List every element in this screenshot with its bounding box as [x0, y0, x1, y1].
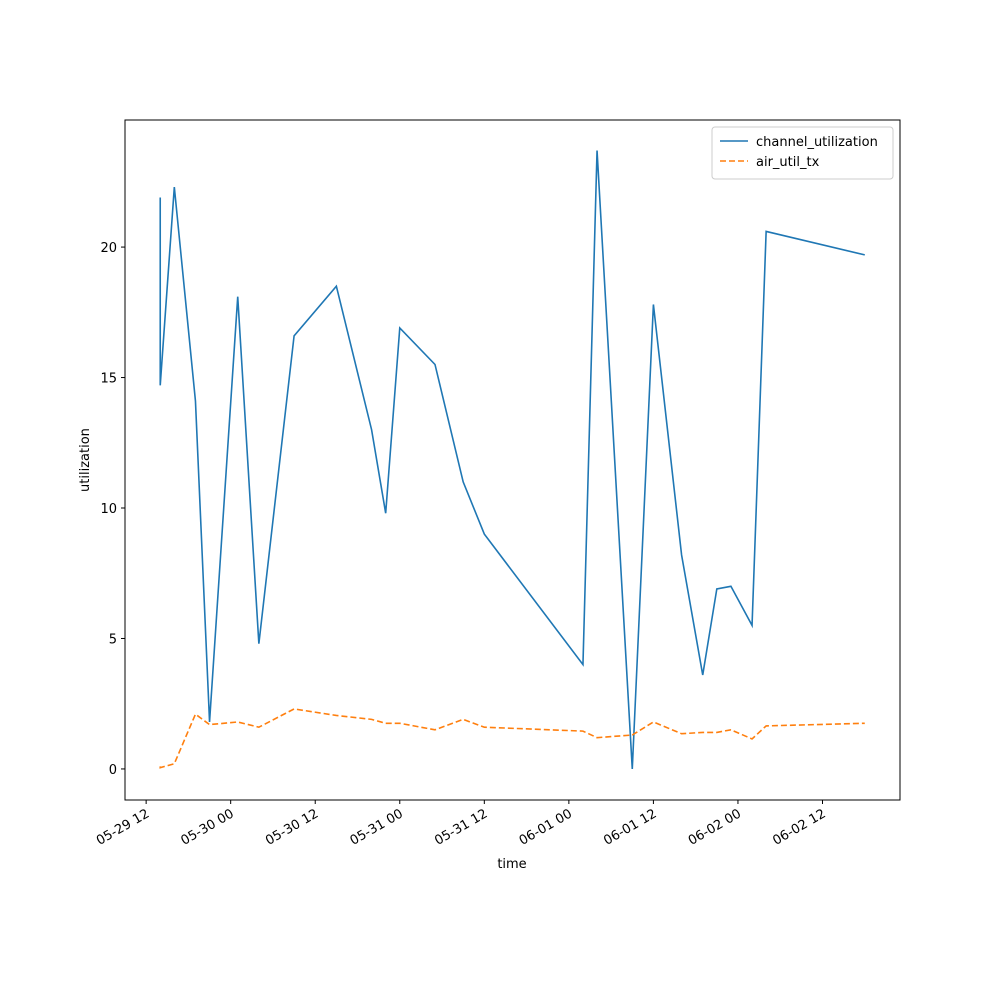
x-tick-label: 05-30 12 [263, 806, 321, 848]
legend: channel_utilization air_util_tx [711, 126, 894, 180]
x-tick-label: 05-31 12 [432, 806, 490, 848]
x-tick-label: 06-01 12 [601, 806, 659, 848]
y-tick-label: 0 [109, 763, 117, 778]
legend-box [711, 126, 894, 180]
series-line [159, 708, 865, 769]
x-tick-label: 05-31 00 [348, 806, 406, 848]
y-tick-label: 20 [100, 241, 117, 256]
x-tick-label: 05-29 12 [94, 806, 152, 848]
y-tick-label: 15 [100, 372, 117, 387]
x-tick-label: 05-30 00 [179, 806, 237, 848]
x-tick-label: 06-01 00 [517, 806, 575, 848]
x-tick-label: 06-02 12 [770, 806, 828, 848]
x-axis-label: time [497, 857, 526, 872]
y-tick-label: 5 [109, 632, 117, 647]
x-tick-label: 06-02 00 [686, 806, 744, 848]
y-tick-label: 10 [100, 502, 117, 517]
plot-frame [124, 119, 901, 801]
legend-label: air_util_tx [756, 155, 820, 170]
series-line [159, 150, 865, 769]
y-axis-label: utilization [78, 428, 93, 492]
legend-label: channel_utilization [756, 135, 878, 150]
